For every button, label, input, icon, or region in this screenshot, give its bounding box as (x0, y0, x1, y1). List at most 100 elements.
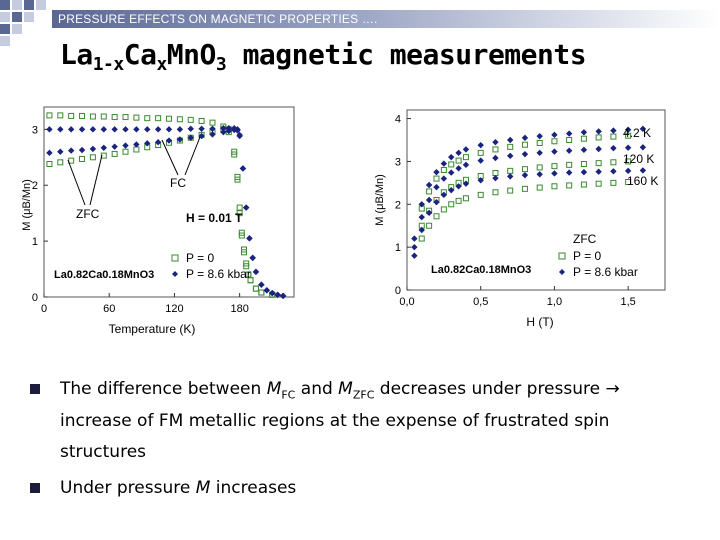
data-point (238, 229, 245, 236)
legend-marker-p86 (172, 271, 178, 277)
data-point (492, 146, 499, 153)
data-point (418, 235, 425, 242)
data-point (448, 169, 455, 176)
label-160k: 160 K (627, 174, 658, 188)
data-point (595, 160, 602, 167)
data-point (411, 243, 418, 251)
data-point (639, 167, 647, 174)
data-point (122, 126, 129, 133)
x-tick-label: 180 (230, 303, 248, 315)
bullet-1-line-2: increase of FM metallic regions at the e… (60, 411, 610, 431)
data-point (187, 125, 194, 132)
annotation-field: H = 0.01 T (186, 211, 243, 225)
data-point (521, 185, 528, 192)
data-point (46, 112, 53, 119)
data-point (610, 179, 617, 186)
data-point (610, 133, 617, 140)
data-point (225, 127, 232, 135)
arrow-fc-b (184, 136, 201, 176)
data-point (551, 163, 558, 170)
data-point (455, 165, 462, 172)
data-point (462, 161, 470, 169)
bullet-2-line-1: Under pressure M increases (60, 478, 297, 498)
data-point (133, 141, 140, 148)
data-point (246, 235, 253, 242)
label-120k: 120 K (623, 152, 654, 166)
data-point (269, 289, 276, 297)
x-tick-label: 0,5 (473, 296, 488, 308)
data-point (610, 159, 617, 166)
data-point (477, 191, 484, 198)
data-point (89, 154, 96, 161)
data-point (477, 177, 484, 184)
data-point (111, 150, 118, 157)
plot-frame (406, 109, 666, 291)
data-point (111, 143, 118, 150)
data-point (507, 143, 514, 150)
data-point (46, 149, 53, 157)
data-point (639, 144, 647, 151)
data-point (440, 160, 448, 167)
data-point (100, 113, 107, 120)
data-point (144, 115, 151, 122)
data-point (433, 175, 440, 182)
data-point (89, 113, 96, 120)
data-point (462, 154, 469, 161)
data-point (122, 114, 129, 121)
data-point (625, 132, 632, 139)
data-point (234, 173, 241, 180)
legend-p0: P = 0 (186, 251, 214, 265)
legend-p0: P = 0 (573, 249, 601, 263)
data-point (455, 149, 462, 157)
bullet-1-line-1: The difference between MFC and MZFC decr… (60, 379, 620, 402)
data-point (433, 198, 440, 206)
legend-p86: P = 8.6 kbar (573, 265, 638, 279)
data-point (234, 127, 241, 134)
data-point (241, 246, 247, 253)
x-tick-label: 0 (41, 303, 47, 315)
data-point (111, 114, 118, 121)
data-point (57, 112, 64, 119)
y-tick-label: 3 (32, 124, 38, 136)
legend-marker-p0 (171, 254, 179, 262)
data-point (426, 222, 433, 229)
data-point (239, 165, 247, 172)
data-point (566, 161, 573, 168)
data-point (551, 131, 558, 139)
data-point (236, 204, 243, 211)
data-point (209, 119, 216, 126)
data-point (274, 291, 281, 298)
data-point (258, 281, 265, 288)
arrow-zfc-a (67, 159, 86, 206)
y-tick-label: 1 (395, 242, 401, 254)
data-point (551, 148, 558, 155)
annotation-compound: La0.82Ca0.18MnO3 (54, 269, 154, 281)
data-point (595, 180, 602, 187)
data-point (78, 146, 86, 154)
data-point (551, 183, 558, 190)
data-point (521, 166, 528, 173)
data-point (187, 116, 194, 123)
data-point (263, 287, 271, 294)
data-point (492, 154, 499, 162)
data-point (144, 140, 151, 147)
y-tick-label: 0 (395, 285, 401, 297)
data-point (418, 213, 425, 221)
y-tick-label: 3 (395, 156, 401, 168)
data-point (165, 137, 173, 144)
data-point (551, 138, 558, 145)
data-point (252, 268, 260, 276)
series-p-0-4-2-k (418, 132, 632, 212)
arrow-fc-a (161, 139, 179, 176)
data-point (154, 126, 162, 133)
data-point (477, 141, 484, 149)
data-point (580, 181, 587, 188)
data-point (258, 289, 265, 296)
data-point (580, 161, 587, 167)
data-point (566, 137, 573, 143)
data-point (57, 148, 64, 155)
data-point (236, 210, 243, 217)
annotation-fc: FC (170, 176, 186, 190)
data-point (536, 140, 543, 146)
